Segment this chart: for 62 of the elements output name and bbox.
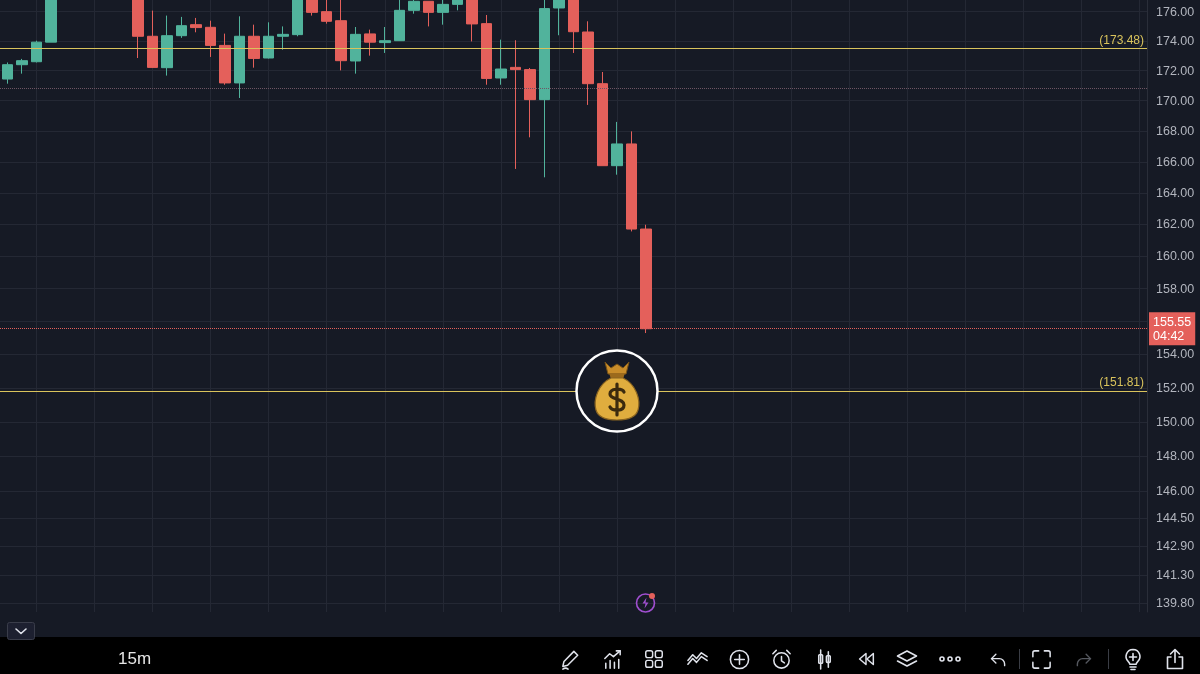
candlestick [16,58,28,75]
candlestick [452,0,463,11]
candlestick [481,14,492,86]
y-tick-label: 150.00 [1156,415,1195,430]
candlestick [248,24,260,69]
candlestick [321,0,332,25]
y-tick-label: 176.00 [1156,4,1195,19]
candlestick [495,39,507,86]
text: 15m [118,649,152,669]
y-tick-label: 152.00 [1156,381,1195,396]
y-tick-label: 160.00 [1156,249,1195,264]
y-tick-label: 168.00 [1156,124,1195,139]
y-tick-label: 148.00 [1156,449,1195,464]
candlestick [2,61,13,85]
candlestick [176,16,187,39]
y-tick-label: 166.00 [1156,154,1195,169]
y-tick-label: 154.00 [1156,347,1195,362]
y-tick-label: 164.00 [1156,185,1195,200]
candlestick [510,39,521,170]
candlestick [408,0,420,15]
candlestick [161,15,173,77]
candlestick [147,10,158,69]
y-tick-label: 172.00 [1156,63,1195,78]
candlestick [582,20,594,106]
candlestick [394,0,405,42]
candlestick [437,0,449,26]
y-tick-label: 144.50 [1156,510,1195,525]
candlestick [553,0,565,36]
candlestick [423,0,434,27]
candlestick [306,0,318,17]
candlestick [263,21,274,59]
y-tick-label: 142.90 [1156,539,1195,554]
candlestick [350,26,361,75]
candlestick [45,0,57,43]
y-tick-label: 139.80 [1156,595,1195,610]
y-tick-label: 158.00 [1156,281,1195,296]
candlestick [205,20,216,58]
ref-line-label: (151.81) [1099,375,1144,390]
candlestick [31,40,42,63]
y-tick-label: 162.00 [1156,217,1195,232]
candlestick [364,29,376,57]
candlestick [379,26,391,54]
candlestick [190,17,202,33]
y-tick-label: 170.00 [1156,93,1195,108]
candlestick [524,67,536,138]
y-tick-label: 141.30 [1156,568,1195,583]
y-tick-label: 146.00 [1156,484,1195,499]
candlestick [132,0,144,59]
candlestick [466,0,478,42]
candlestick [539,0,550,178]
candlestick [234,15,245,99]
candlestick [568,0,579,54]
candlestick [277,25,289,51]
candlestick [597,71,608,167]
candlestick [335,0,347,71]
y-tick-label: 174.00 [1156,33,1195,48]
candlestick [219,33,231,86]
ref-line-label: 155.55 04:42 [1153,314,1192,343]
ref-line-label: (173.48) [1099,32,1144,47]
candlestick [626,130,637,232]
candlestick [611,121,623,176]
candlestick [292,0,303,37]
